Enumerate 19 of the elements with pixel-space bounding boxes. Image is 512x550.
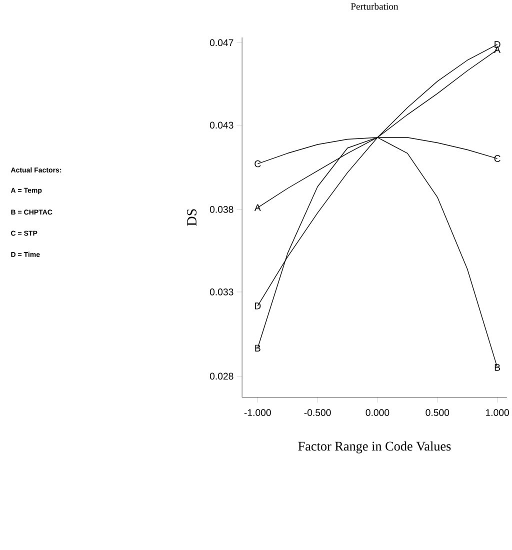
- series-label: D: [254, 302, 261, 310]
- text: C: [494, 155, 500, 162]
- x-tick-label: -1.000: [244, 409, 271, 416]
- x-tick-label: 1.000: [486, 409, 509, 416]
- y-tick-label: 0.043: [210, 122, 234, 129]
- y-tick-label: 0.038: [210, 206, 234, 213]
- x-axis-title: Factor Range in Code Values: [298, 441, 451, 454]
- chart-title: Perturbation: [350, 2, 398, 10]
- x-tick-label: 0.500: [426, 409, 449, 416]
- y-tick-label: 0.028: [210, 372, 234, 380]
- y-axis-title: DS: [186, 209, 196, 226]
- text: A: [254, 204, 261, 212]
- series-label: C: [254, 160, 261, 168]
- x-tick-label: 0.000: [366, 409, 390, 416]
- x-tick-label: -0.500: [304, 409, 331, 416]
- y-tick-label: 0.047: [210, 39, 234, 46]
- y-tick-label: 0.033: [210, 288, 234, 296]
- series-label: B: [255, 344, 260, 352]
- text: B: [494, 364, 500, 371]
